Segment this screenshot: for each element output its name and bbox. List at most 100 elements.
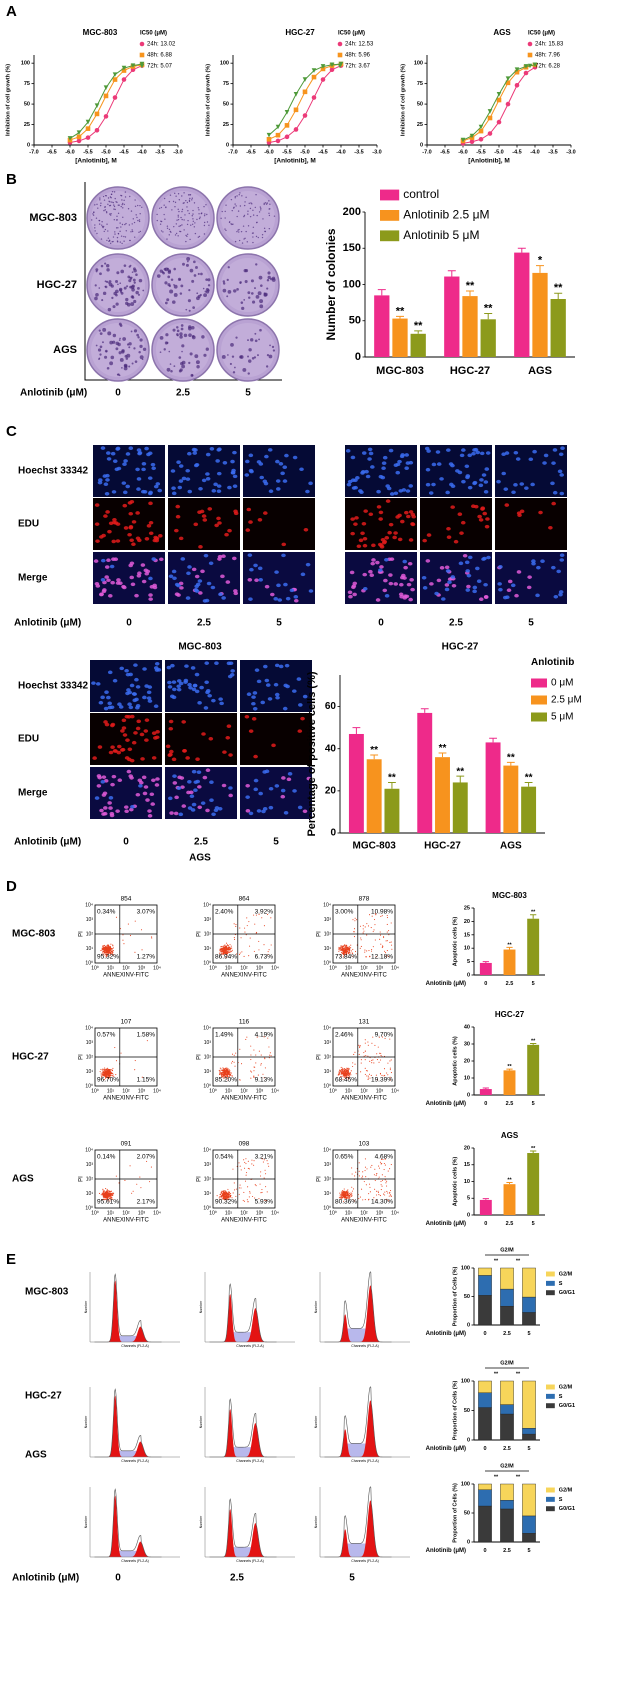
colony-dot <box>123 286 127 290</box>
y-tick-label: 10³ <box>204 917 212 923</box>
colony-dot <box>164 281 168 285</box>
event-dot <box>360 1071 362 1073</box>
colony-dot <box>95 268 99 272</box>
colony-dot <box>107 230 109 232</box>
cell <box>106 558 111 563</box>
x-tick-label: 10⁴ <box>153 965 161 971</box>
cell <box>264 584 270 589</box>
colony-dot <box>139 344 143 348</box>
event-dot <box>245 1158 247 1160</box>
y-tick-label: 10⁰ <box>323 1083 331 1089</box>
event-dot <box>368 1073 371 1075</box>
cell <box>275 479 281 483</box>
x-axis-label: Channels (FL2-A) <box>351 1559 379 1563</box>
panel-label: A <box>6 3 17 20</box>
colony-dot <box>190 224 192 226</box>
event-dot <box>351 1173 353 1175</box>
data-point <box>284 134 290 140</box>
cell <box>121 726 127 730</box>
cell <box>446 526 451 531</box>
cell <box>478 597 484 602</box>
x-tick-label: -5.0 <box>494 149 503 155</box>
micrograph <box>243 552 315 604</box>
y-tick-label: 10³ <box>86 1040 94 1046</box>
quadrant-percent: 9.70% <box>375 1032 394 1039</box>
event-dot <box>107 1196 109 1198</box>
colony-dot <box>125 301 129 306</box>
y-tick-label: 100 <box>461 1378 470 1384</box>
cell <box>199 685 204 690</box>
colony-dot <box>248 359 252 363</box>
event-dot <box>343 945 345 947</box>
quadrant-percent: 4.68% <box>375 1154 394 1161</box>
colony-dot <box>255 295 260 299</box>
cell <box>226 661 232 666</box>
legend-label: G0/G1 <box>559 1403 575 1409</box>
y-tick-label: 10⁴ <box>85 1025 93 1031</box>
y-tick-label: 10² <box>324 931 332 937</box>
event-dot <box>244 1161 246 1163</box>
colony-dot <box>192 209 194 212</box>
colony-dot <box>118 351 122 355</box>
cell <box>247 553 253 557</box>
event-dot <box>350 1070 352 1072</box>
colony-dot <box>139 355 144 360</box>
y-tick-label: 10 <box>464 1075 470 1081</box>
cell <box>395 470 401 475</box>
cell <box>253 787 259 792</box>
event-dot <box>373 1174 375 1176</box>
cell <box>111 490 117 494</box>
cell <box>181 476 187 481</box>
event-dot <box>249 937 251 939</box>
event-dot <box>224 953 226 955</box>
bar <box>348 733 364 833</box>
cell <box>104 565 110 569</box>
event-dot <box>359 925 362 927</box>
event-dot <box>386 1185 388 1187</box>
cell <box>297 729 303 733</box>
event-dot <box>340 946 342 948</box>
data-point <box>76 138 82 144</box>
y-tick-label: 10⁴ <box>85 902 93 908</box>
event-dot <box>134 951 136 953</box>
cell <box>280 471 285 476</box>
cell <box>370 465 375 469</box>
colony-dot <box>203 353 207 357</box>
event-dot <box>105 955 107 957</box>
cell <box>251 695 256 699</box>
colony-dot <box>173 267 176 271</box>
cell <box>104 491 110 496</box>
bar-segment <box>478 1380 492 1394</box>
colony-dot <box>134 360 138 363</box>
colony-dot <box>163 197 166 200</box>
event-dot <box>366 950 368 952</box>
x-tick-label: -6.0 <box>264 149 273 155</box>
y-tick-label: 10⁴ <box>203 902 211 908</box>
bar-segment <box>478 1505 492 1543</box>
event-dot <box>107 1069 109 1071</box>
cell <box>183 680 188 684</box>
legend-label: 24h: 12.53 <box>345 42 374 48</box>
legend-label: 24h: 13.02 <box>147 42 176 48</box>
cell <box>95 682 101 686</box>
cell <box>426 533 432 537</box>
cell <box>376 489 381 494</box>
cell <box>116 744 122 749</box>
y-tick-label: 0 <box>467 1212 470 1218</box>
event-dot <box>364 951 366 953</box>
colony-dot <box>113 219 116 221</box>
colony-dot <box>185 234 187 237</box>
cell <box>218 697 223 701</box>
sample-id: 854 <box>121 896 132 903</box>
cell <box>253 754 258 759</box>
cell <box>195 582 201 587</box>
cell <box>111 557 116 561</box>
event-dot <box>366 923 368 925</box>
colony-dot <box>126 353 131 358</box>
event-dot <box>359 1044 361 1047</box>
event-dot <box>103 954 105 956</box>
cell <box>151 466 156 471</box>
event-dot <box>340 1196 343 1198</box>
event-dot <box>112 948 114 950</box>
quadrant-percent: 6.73% <box>255 954 274 961</box>
